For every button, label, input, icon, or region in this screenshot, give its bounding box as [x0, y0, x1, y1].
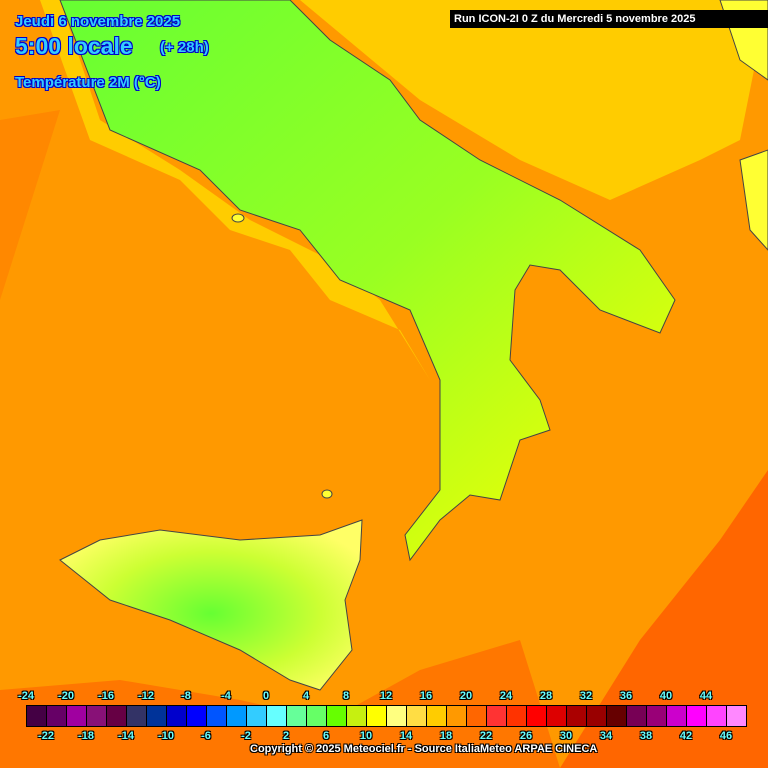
colorbar-cell [727, 706, 746, 726]
forecast-time: 5:00 locale [15, 33, 133, 59]
colorbar-label: 18 [439, 730, 453, 742]
colorbar-label: 12 [379, 690, 393, 702]
colorbar-label: -2 [241, 730, 251, 742]
colorbar-cell [327, 706, 347, 726]
coastal-sea-north [0, 0, 768, 200]
colorbar-label: 8 [342, 690, 350, 702]
run-info: Run ICON-2I 0 Z du Mercredi 5 novembre 2… [450, 10, 768, 28]
colorbar-label: 32 [579, 690, 593, 702]
colorbar-label: 34 [599, 730, 613, 742]
island [231, 213, 245, 223]
colorbar-cell [427, 706, 447, 726]
colorbar-label: 24 [499, 690, 513, 702]
colorbar-cell [227, 706, 247, 726]
colorbar-cell [207, 706, 227, 726]
colorbar-cell [467, 706, 487, 726]
colorbar [26, 705, 747, 727]
warm-sea-southeast [560, 470, 768, 768]
colorbar-label: 2 [282, 730, 290, 742]
colorbar-cell [267, 706, 287, 726]
colorbar-cell [147, 706, 167, 726]
colorbar-label: -16 [98, 690, 114, 702]
colorbar-cell [667, 706, 687, 726]
colorbar-cell [87, 706, 107, 726]
colorbar-label: 14 [399, 730, 413, 742]
colorbar-cell [367, 706, 387, 726]
colorbar-label: -6 [201, 730, 211, 742]
colorbar-cell [607, 706, 627, 726]
island [321, 489, 333, 499]
colorbar-label: 16 [419, 690, 433, 702]
copyright: Copyright © 2025 Meteociel.fr - Source I… [250, 743, 598, 755]
colorbar-cell [107, 706, 127, 726]
colorbar-cell [247, 706, 267, 726]
colorbar-cell [127, 706, 147, 726]
colorbar-label: -20 [58, 690, 74, 702]
colorbar-label: -10 [158, 730, 174, 742]
colorbar-cell [187, 706, 207, 726]
colorbar-label: 40 [659, 690, 673, 702]
colorbar-label: 20 [459, 690, 473, 702]
forecast-date: Jeudi 6 novembre 2025 [15, 13, 181, 30]
warm-sea-west [0, 110, 60, 300]
colorbar-label: 6 [322, 730, 330, 742]
colorbar-label: 38 [639, 730, 653, 742]
colorbar-label: 0 [262, 690, 270, 702]
balkans-land [719, 0, 768, 251]
colorbar-label: 4 [302, 690, 310, 702]
colorbar-cell [647, 706, 667, 726]
colorbar-label: 44 [699, 690, 713, 702]
colorbar-cell [307, 706, 327, 726]
colorbar-label: 30 [559, 730, 573, 742]
colorbar-label: 28 [539, 690, 553, 702]
sicily [59, 519, 363, 691]
coastal-sea-west [40, 0, 430, 380]
colorbar-cell [507, 706, 527, 726]
colorbar-label: 36 [619, 690, 633, 702]
colorbar-cell [567, 706, 587, 726]
colorbar-label: -18 [78, 730, 94, 742]
colorbar-cell [707, 706, 727, 726]
colorbar-label: 22 [479, 730, 493, 742]
colorbar-cell [407, 706, 427, 726]
colorbar-cell [547, 706, 567, 726]
colorbar-label: -14 [118, 730, 134, 742]
colorbar-label: -12 [138, 690, 154, 702]
colorbar-cell [587, 706, 607, 726]
colorbar-cell [487, 706, 507, 726]
colorbar-label: -4 [221, 690, 231, 702]
colorbar-cell [47, 706, 67, 726]
colorbar-label: -24 [18, 690, 34, 702]
colorbar-cell [627, 706, 647, 726]
italy-mainland [59, 0, 676, 562]
colorbar-label: 10 [359, 730, 373, 742]
colorbar-cell [347, 706, 367, 726]
colorbar-cell [167, 706, 187, 726]
colorbar-label: -22 [38, 730, 54, 742]
lead-time: (+ 28h) [160, 39, 209, 56]
colorbar-cell [67, 706, 87, 726]
colorbar-label: 26 [519, 730, 533, 742]
colorbar-label: 46 [719, 730, 733, 742]
colorbar-cell [687, 706, 707, 726]
colorbar-label: 42 [679, 730, 693, 742]
colorbar-cell [287, 706, 307, 726]
colorbar-cell [447, 706, 467, 726]
parameter-title: Température 2M (°C) [15, 74, 161, 91]
warm-sea-south [0, 640, 560, 768]
colorbar-cell [387, 706, 407, 726]
colorbar-cell [527, 706, 547, 726]
colorbar-label: -8 [181, 690, 191, 702]
colorbar-cell [27, 706, 47, 726]
